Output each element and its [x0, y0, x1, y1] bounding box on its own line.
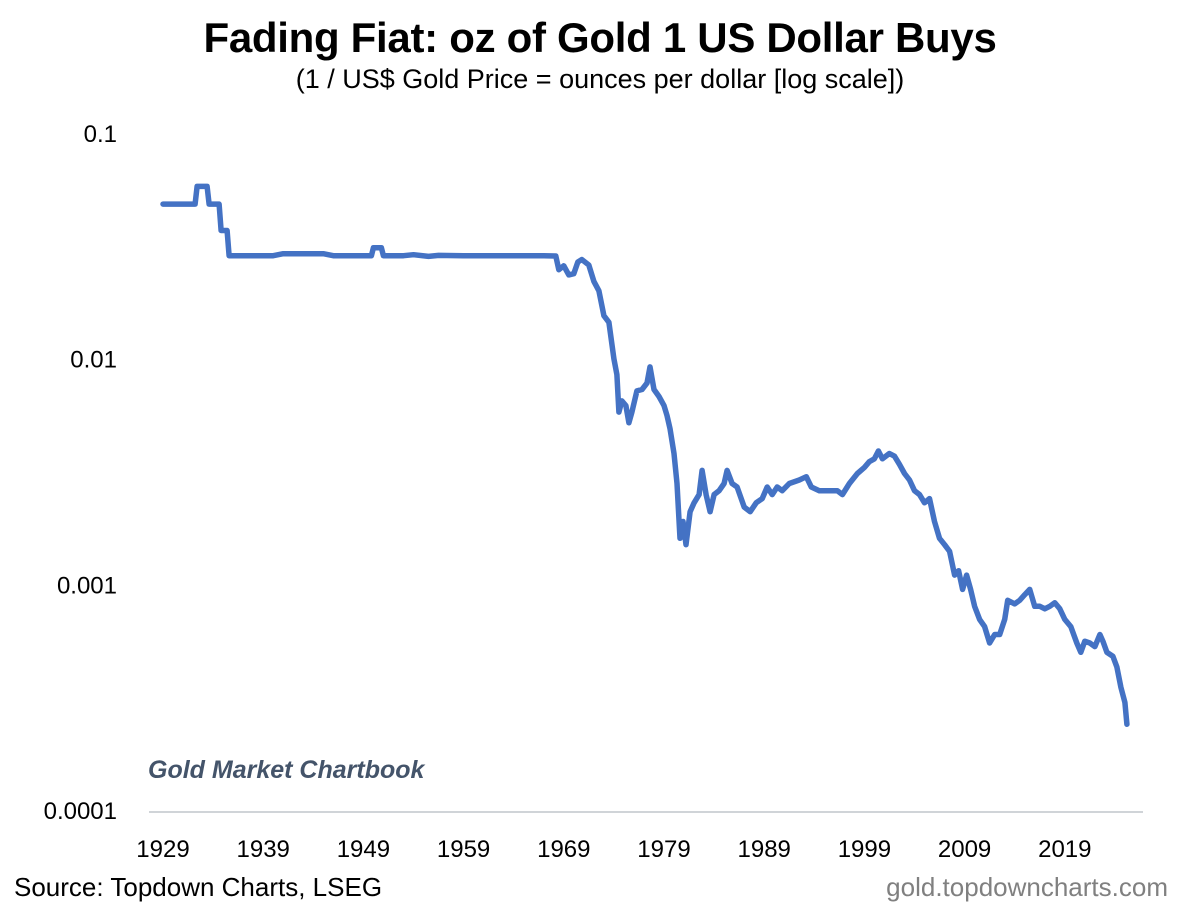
y-tick-label: 0.1	[84, 121, 117, 148]
y-tick-label: 0.001	[57, 572, 117, 599]
series-line	[160, 183, 1130, 728]
x-tick-label: 1959	[437, 836, 490, 863]
source-note: Source: Topdown Charts, LSEG	[14, 872, 383, 902]
y-tick-label: 0.01	[70, 347, 117, 374]
site-url: gold.topdowncharts.com	[886, 872, 1168, 902]
chart-title: Fading Fiat: oz of Gold 1 US Dollar Buys	[203, 14, 997, 61]
y-tick-label: 0.0001	[44, 798, 117, 825]
x-tick-label: 1929	[136, 836, 189, 863]
x-axis-ticks: 1929 1939 1949 1959 1969 1979 1989 1999 2009 2019	[136, 836, 1091, 863]
chart-subtitle: (1 / US$ Gold Price = ounces per dollar …	[295, 64, 905, 94]
y-axis-ticks: 0.1 0.01 0.001 0.0001	[44, 121, 117, 825]
x-tick-label: 1989	[738, 836, 791, 863]
x-tick-label: 1979	[637, 836, 690, 863]
chartbook-watermark: Gold Market Chartbook	[148, 756, 426, 784]
x-tick-label: 1939	[237, 836, 290, 863]
x-tick-label: 1949	[337, 836, 390, 863]
x-tick-label: 2019	[1038, 836, 1091, 863]
series-lines	[160, 183, 1130, 728]
x-tick-label: 1999	[838, 836, 891, 863]
x-tick-label: 1969	[537, 836, 590, 863]
x-tick-label: 2009	[938, 836, 991, 863]
